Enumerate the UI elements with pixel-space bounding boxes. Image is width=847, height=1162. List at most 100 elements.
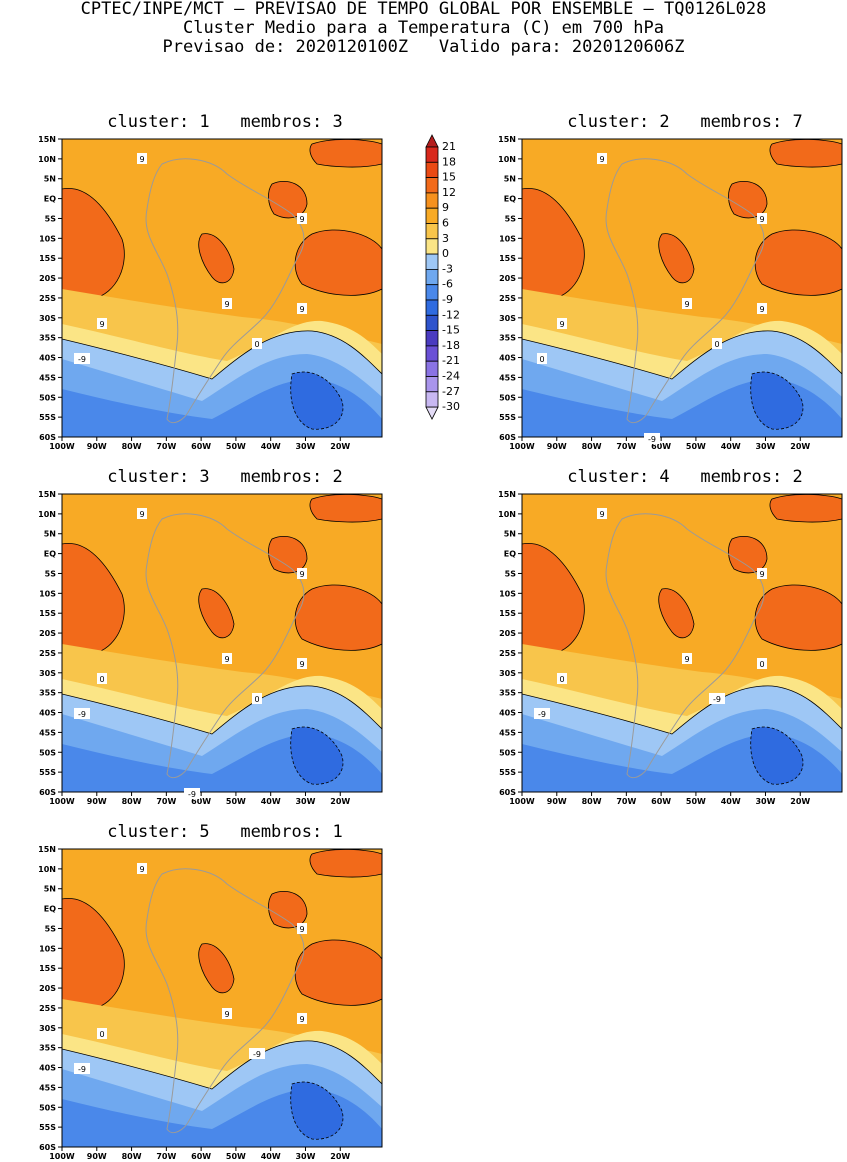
header-line-3: Previsao de: 2020120100Z Valido para: 20… (162, 37, 685, 57)
contour-label: 9 (139, 510, 144, 519)
lat-tick-label: 40S (499, 709, 516, 718)
lat-tick-label: 10S (499, 234, 516, 243)
colorbar-label: -27 (442, 385, 460, 398)
colorbar-segment (425, 161, 439, 178)
colorbar-label: 21 (442, 140, 456, 153)
lat-tick-label: 55S (39, 1123, 56, 1132)
colorbar-label: 15 (442, 171, 456, 184)
lat-tick-label: 10N (498, 510, 516, 519)
colorbar-segment (425, 192, 439, 209)
lat-tick-label: 45S (499, 728, 516, 737)
lat-tick-label: 5S (505, 569, 517, 578)
lat-tick-label: 55S (39, 768, 56, 777)
warm-region (769, 494, 842, 523)
lon-tick-label: 20W (790, 442, 810, 451)
contour-label: 9 (299, 925, 304, 934)
lat-tick-label: 35S (39, 689, 56, 698)
contour-label: 9 (599, 155, 604, 164)
lon-tick-label: 20W (790, 797, 810, 806)
lon-tick-label: 60W (651, 442, 671, 451)
lat-tick-label: 30S (499, 314, 516, 323)
warm-region (309, 849, 382, 878)
lat-tick-label: EQ (504, 195, 516, 204)
lon-tick-label: 20W (330, 442, 350, 451)
colorbar-label: 18 (442, 155, 456, 168)
lat-tick-label: 5S (505, 214, 517, 223)
contour-label: 0 (759, 660, 764, 669)
colorbar-segment (425, 299, 439, 316)
warm-region (309, 494, 382, 523)
temperature-map: 15N 10N 5N EQ 5S 10S 15S 20S 25S 30S 35S 40S 45S 50S 5… (38, 490, 383, 806)
colorbar-segment (425, 330, 439, 347)
lat-tick-label: 5N (504, 175, 516, 184)
temperature-map: 15N 10N 5N EQ 5S 10S 15S 20S 25S 30S 35S 40S 45S 50S 5… (38, 135, 383, 451)
warm-region (198, 233, 235, 284)
lat-tick-label: 15S (39, 964, 56, 973)
lat-tick-label: EQ (44, 195, 56, 204)
colorbar-segment (425, 268, 439, 286)
lon-tick-label: 80W (122, 797, 142, 806)
colorbar-arrow-top (425, 134, 439, 148)
lat-tick-label: 50S (499, 393, 516, 402)
contour-label: -9 (253, 1050, 261, 1059)
lon-tick-label: 80W (122, 442, 142, 451)
lat-tick-label: 5S (45, 569, 57, 578)
lat-tick-label: 30S (39, 1024, 56, 1033)
lat-tick-label: 15N (38, 490, 56, 499)
contour-label: 0 (714, 340, 719, 349)
contour-label: -9 (713, 695, 721, 704)
lat-tick-label: 15S (499, 609, 516, 618)
warm-region (198, 943, 235, 994)
warm-region (268, 890, 308, 929)
lat-tick-label: 10S (39, 944, 56, 953)
contour-label: -9 (538, 710, 546, 719)
contour-label: -9 (648, 435, 656, 444)
temperature-map: 15N 10N 5N EQ 5S 10S 15S 20S 25S 30S 35S 40S 45S 50S 5… (498, 135, 843, 451)
coastline (605, 158, 765, 424)
colorbar-segment (425, 360, 439, 377)
warm-region (198, 588, 235, 639)
lat-tick-label: 40S (39, 1064, 56, 1073)
warm-region (658, 588, 695, 639)
contour-label: 9 (299, 570, 304, 579)
lat-tick-label: 20S (39, 984, 56, 993)
lat-tick-label: 5S (45, 924, 57, 933)
coastline (605, 513, 765, 779)
contour-label: 0 (99, 1030, 104, 1039)
warm-region (268, 535, 308, 574)
lat-tick-label: 60S (39, 433, 56, 442)
colorbar-label: -30 (442, 400, 460, 413)
coastline (145, 868, 305, 1134)
lon-tick-label: 70W (156, 797, 176, 806)
contour-label: -9 (78, 355, 86, 364)
lat-tick-label: 50S (39, 393, 56, 402)
contour-label: 0 (254, 340, 259, 349)
contour-label: 9 (759, 215, 764, 224)
lon-tick-label: 40W (261, 797, 281, 806)
lat-tick-label: 5S (45, 214, 57, 223)
lat-tick-label: 10N (38, 865, 56, 874)
lon-tick-label: 50W (226, 442, 246, 451)
coastline (145, 158, 305, 424)
lat-tick-label: 40S (39, 354, 56, 363)
colorbar-label: -12 (442, 308, 460, 321)
lon-tick-label: 50W (686, 442, 706, 451)
lat-tick-label: 15S (39, 609, 56, 618)
lat-tick-label: 40S (499, 354, 516, 363)
colorbar-segment (425, 376, 439, 393)
contour-label: 9 (224, 300, 229, 309)
lat-tick-label: 15N (38, 845, 56, 854)
colorbar-segment (425, 177, 439, 194)
lat-tick-label: 45S (39, 373, 56, 382)
lat-tick-label: 60S (499, 788, 516, 797)
contour-label: 9 (599, 510, 604, 519)
warm-region (728, 180, 768, 219)
lon-tick-label: 80W (582, 442, 602, 451)
colorbar-arrow-bottom (425, 406, 439, 420)
warm-region (294, 939, 382, 1006)
lon-tick-label: 100W (49, 797, 75, 806)
lon-tick-label: 100W (509, 442, 535, 451)
colorbar-label: -6 (442, 278, 453, 291)
lat-tick-label: 60S (499, 433, 516, 442)
temperature-colorbar: 21 18 15 12 9 6 3 0 -3 -6 -9 -12 -15 -18 -21 -24 -27 -30 (425, 134, 460, 420)
